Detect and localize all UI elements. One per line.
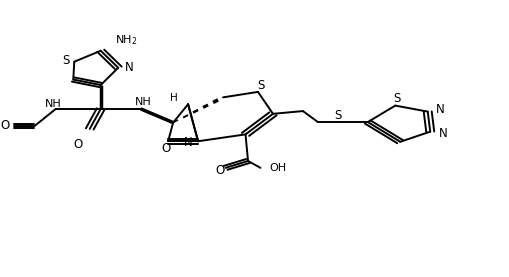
Text: N: N bbox=[439, 127, 447, 140]
Text: O: O bbox=[215, 163, 224, 176]
Text: N: N bbox=[125, 61, 133, 74]
Text: O: O bbox=[1, 119, 10, 132]
Text: N: N bbox=[184, 136, 192, 149]
Text: NH$_2$: NH$_2$ bbox=[115, 33, 137, 47]
Text: NH: NH bbox=[45, 99, 62, 109]
Text: N: N bbox=[436, 104, 445, 117]
Text: H: H bbox=[170, 93, 178, 103]
Text: S: S bbox=[334, 109, 342, 122]
Text: S: S bbox=[393, 92, 401, 105]
Text: NH: NH bbox=[135, 97, 152, 107]
Text: OH: OH bbox=[269, 163, 287, 173]
Text: S: S bbox=[257, 79, 264, 92]
Text: O: O bbox=[74, 138, 83, 151]
Text: S: S bbox=[63, 53, 70, 66]
Text: O: O bbox=[161, 142, 171, 155]
